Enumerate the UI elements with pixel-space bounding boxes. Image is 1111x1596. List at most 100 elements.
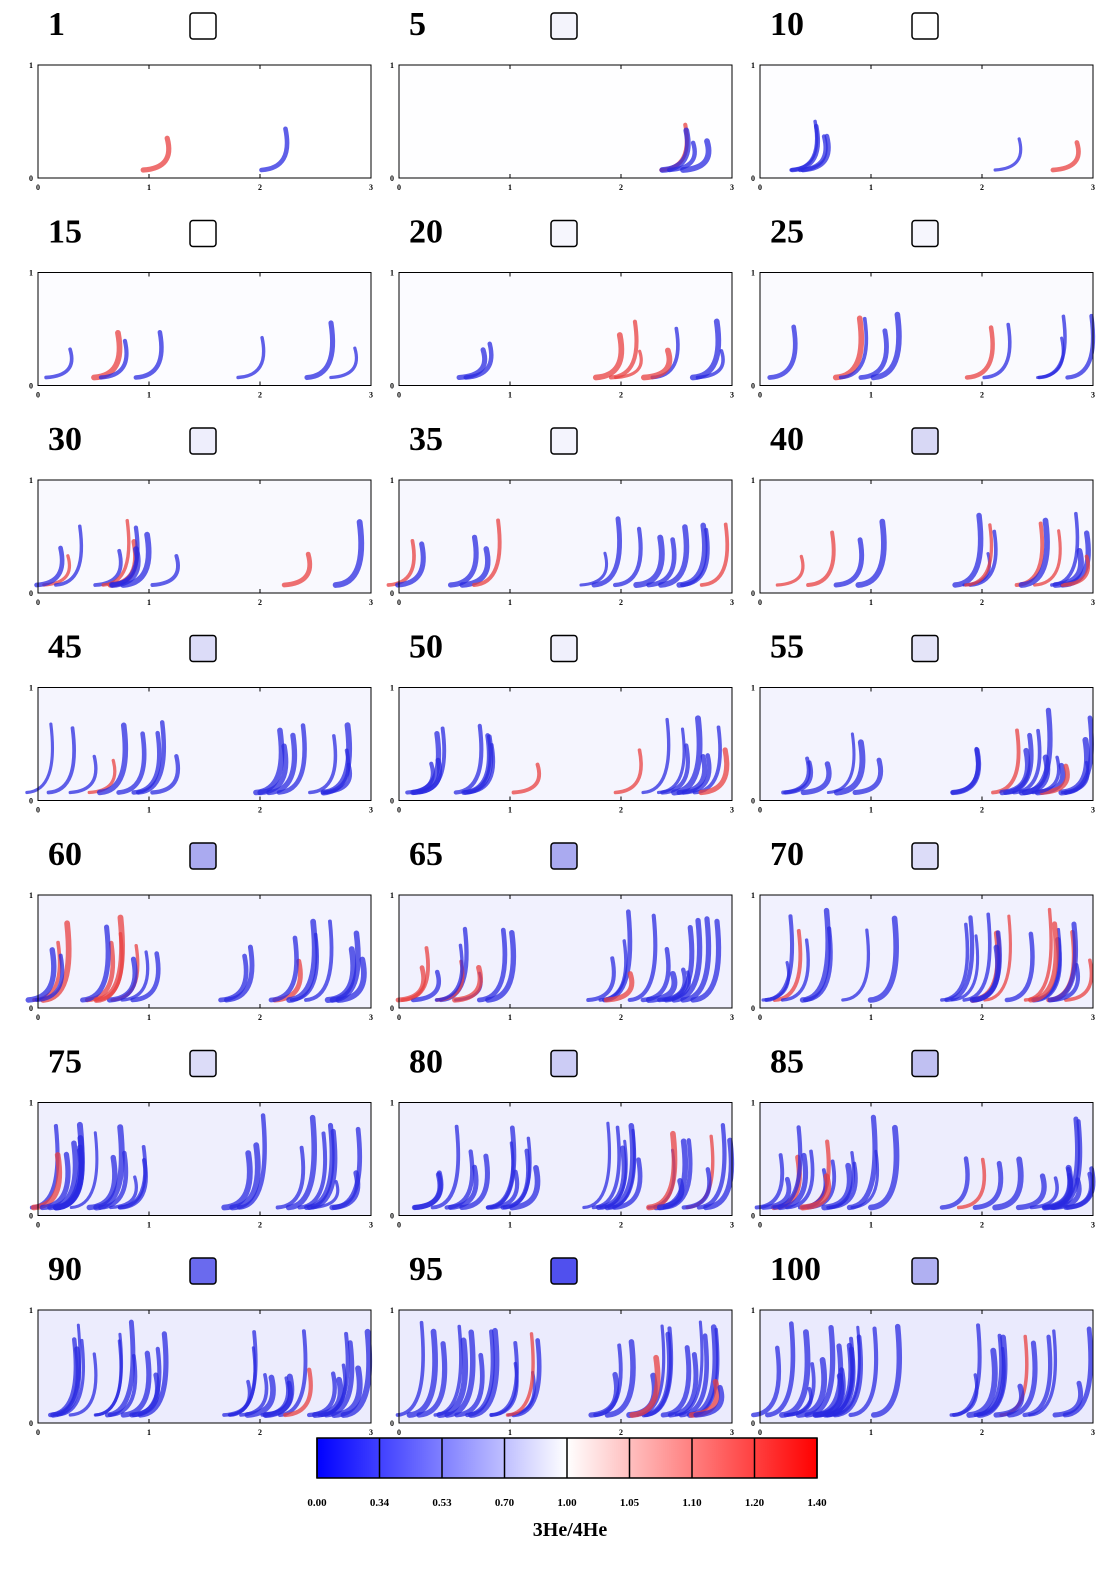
x-tick-label: 3 (1091, 1221, 1095, 1230)
x-tick-label: 3 (369, 183, 373, 192)
streak (582, 1121, 612, 1210)
swatch (189, 1049, 217, 1078)
y-tick-label: 0 (751, 1212, 755, 1221)
field (38, 1310, 373, 1423)
streak (386, 539, 416, 587)
streak (949, 1373, 979, 1417)
streak (850, 1149, 880, 1210)
streak (693, 1384, 725, 1418)
x-tick-label: 1 (508, 1221, 512, 1230)
plot-frame (759, 64, 1094, 179)
streak (646, 1130, 678, 1211)
streak (56, 1338, 86, 1417)
x-tick-label: 3 (730, 391, 734, 400)
x-tick-label: 1 (147, 1428, 151, 1437)
y-tick-label: 1 (751, 61, 755, 70)
streak (999, 747, 1031, 796)
streak (777, 1152, 809, 1211)
x-tick-label: 2 (619, 1013, 623, 1022)
y-tick-label: 1 (390, 1099, 394, 1108)
streak (671, 917, 703, 1003)
streak (117, 1144, 148, 1210)
field (395, 1310, 732, 1423)
streak (430, 1124, 461, 1210)
x-tick-label: 0 (397, 391, 401, 400)
swatch (550, 12, 578, 40)
colorbar-tick-label: 1.00 (557, 1497, 577, 1509)
y-tick-label: 1 (751, 1099, 755, 1108)
streak (406, 1328, 438, 1418)
colorbar-tick-label: 0.53 (432, 1497, 452, 1509)
x-tick-label: 1 (869, 1221, 873, 1230)
field (399, 1102, 735, 1216)
streak (1031, 755, 1061, 795)
panel-label: 40 (770, 421, 804, 458)
streak (767, 324, 798, 380)
x-tick-label: 0 (758, 183, 762, 192)
streak (410, 731, 442, 796)
panel-label: 80 (409, 1044, 443, 1081)
y-tick-label: 1 (751, 684, 755, 693)
streak (950, 747, 982, 796)
colorbar-tick-label: 0.00 (307, 1497, 327, 1509)
streak (448, 1164, 479, 1210)
streak (699, 522, 730, 587)
streak (1006, 1340, 1038, 1418)
y-tick-label: 0 (29, 174, 33, 183)
streak (444, 1329, 476, 1418)
x-tick-label: 0 (397, 598, 401, 607)
streak (596, 1145, 627, 1211)
swatch (550, 634, 578, 663)
streak (779, 1329, 811, 1418)
streak (101, 518, 131, 587)
streak (640, 946, 671, 1003)
panel-label: 85 (770, 1044, 804, 1081)
plot-frame (759, 894, 1094, 1009)
streak (1015, 1173, 1047, 1211)
x-tick-label: 2 (619, 391, 623, 400)
x-tick-label: 2 (619, 598, 623, 607)
streak (131, 1346, 162, 1418)
x-tick-label: 0 (758, 1221, 762, 1230)
field-tint (760, 687, 1093, 801)
field-tint (38, 480, 371, 593)
swatch (911, 427, 939, 455)
plot-frame (37, 1309, 372, 1424)
streak (643, 1326, 674, 1418)
streak (1039, 763, 1070, 795)
x-tick-label: 1 (508, 183, 512, 192)
x-tick-label: 0 (758, 806, 762, 815)
x-tick-label: 2 (980, 1221, 984, 1230)
panel-label: 45 (48, 629, 82, 666)
streak (781, 756, 811, 795)
panel-label: 100 (770, 1251, 821, 1288)
streak (832, 1325, 861, 1417)
colorbar-tick-label: 0.70 (495, 1497, 515, 1509)
y-tick-label: 0 (751, 174, 755, 183)
x-tick-label: 1 (869, 1428, 873, 1437)
panel-label: 60 (48, 836, 82, 873)
streak (476, 927, 508, 1003)
streak (306, 1371, 337, 1418)
x-tick-label: 3 (369, 598, 373, 607)
x-tick-label: 2 (980, 391, 984, 400)
x-tick-label: 1 (147, 1013, 151, 1022)
streak (964, 523, 994, 587)
streak (1050, 511, 1080, 587)
streak (54, 524, 84, 587)
streak (244, 1374, 276, 1418)
streak (681, 1167, 712, 1210)
panel-label: 1 (48, 6, 65, 43)
streak (976, 1334, 1008, 1418)
swatch (189, 842, 217, 870)
streak (275, 1145, 306, 1210)
plot-frame (759, 1102, 1094, 1216)
swatch (189, 427, 217, 455)
x-tick-label: 2 (258, 391, 262, 400)
y-tick-label: 1 (751, 476, 755, 485)
colorbar-tick-label: 1.40 (807, 1497, 827, 1509)
panel-label: 15 (48, 214, 82, 251)
x-tick-label: 3 (1091, 806, 1095, 815)
swatch (189, 12, 217, 40)
